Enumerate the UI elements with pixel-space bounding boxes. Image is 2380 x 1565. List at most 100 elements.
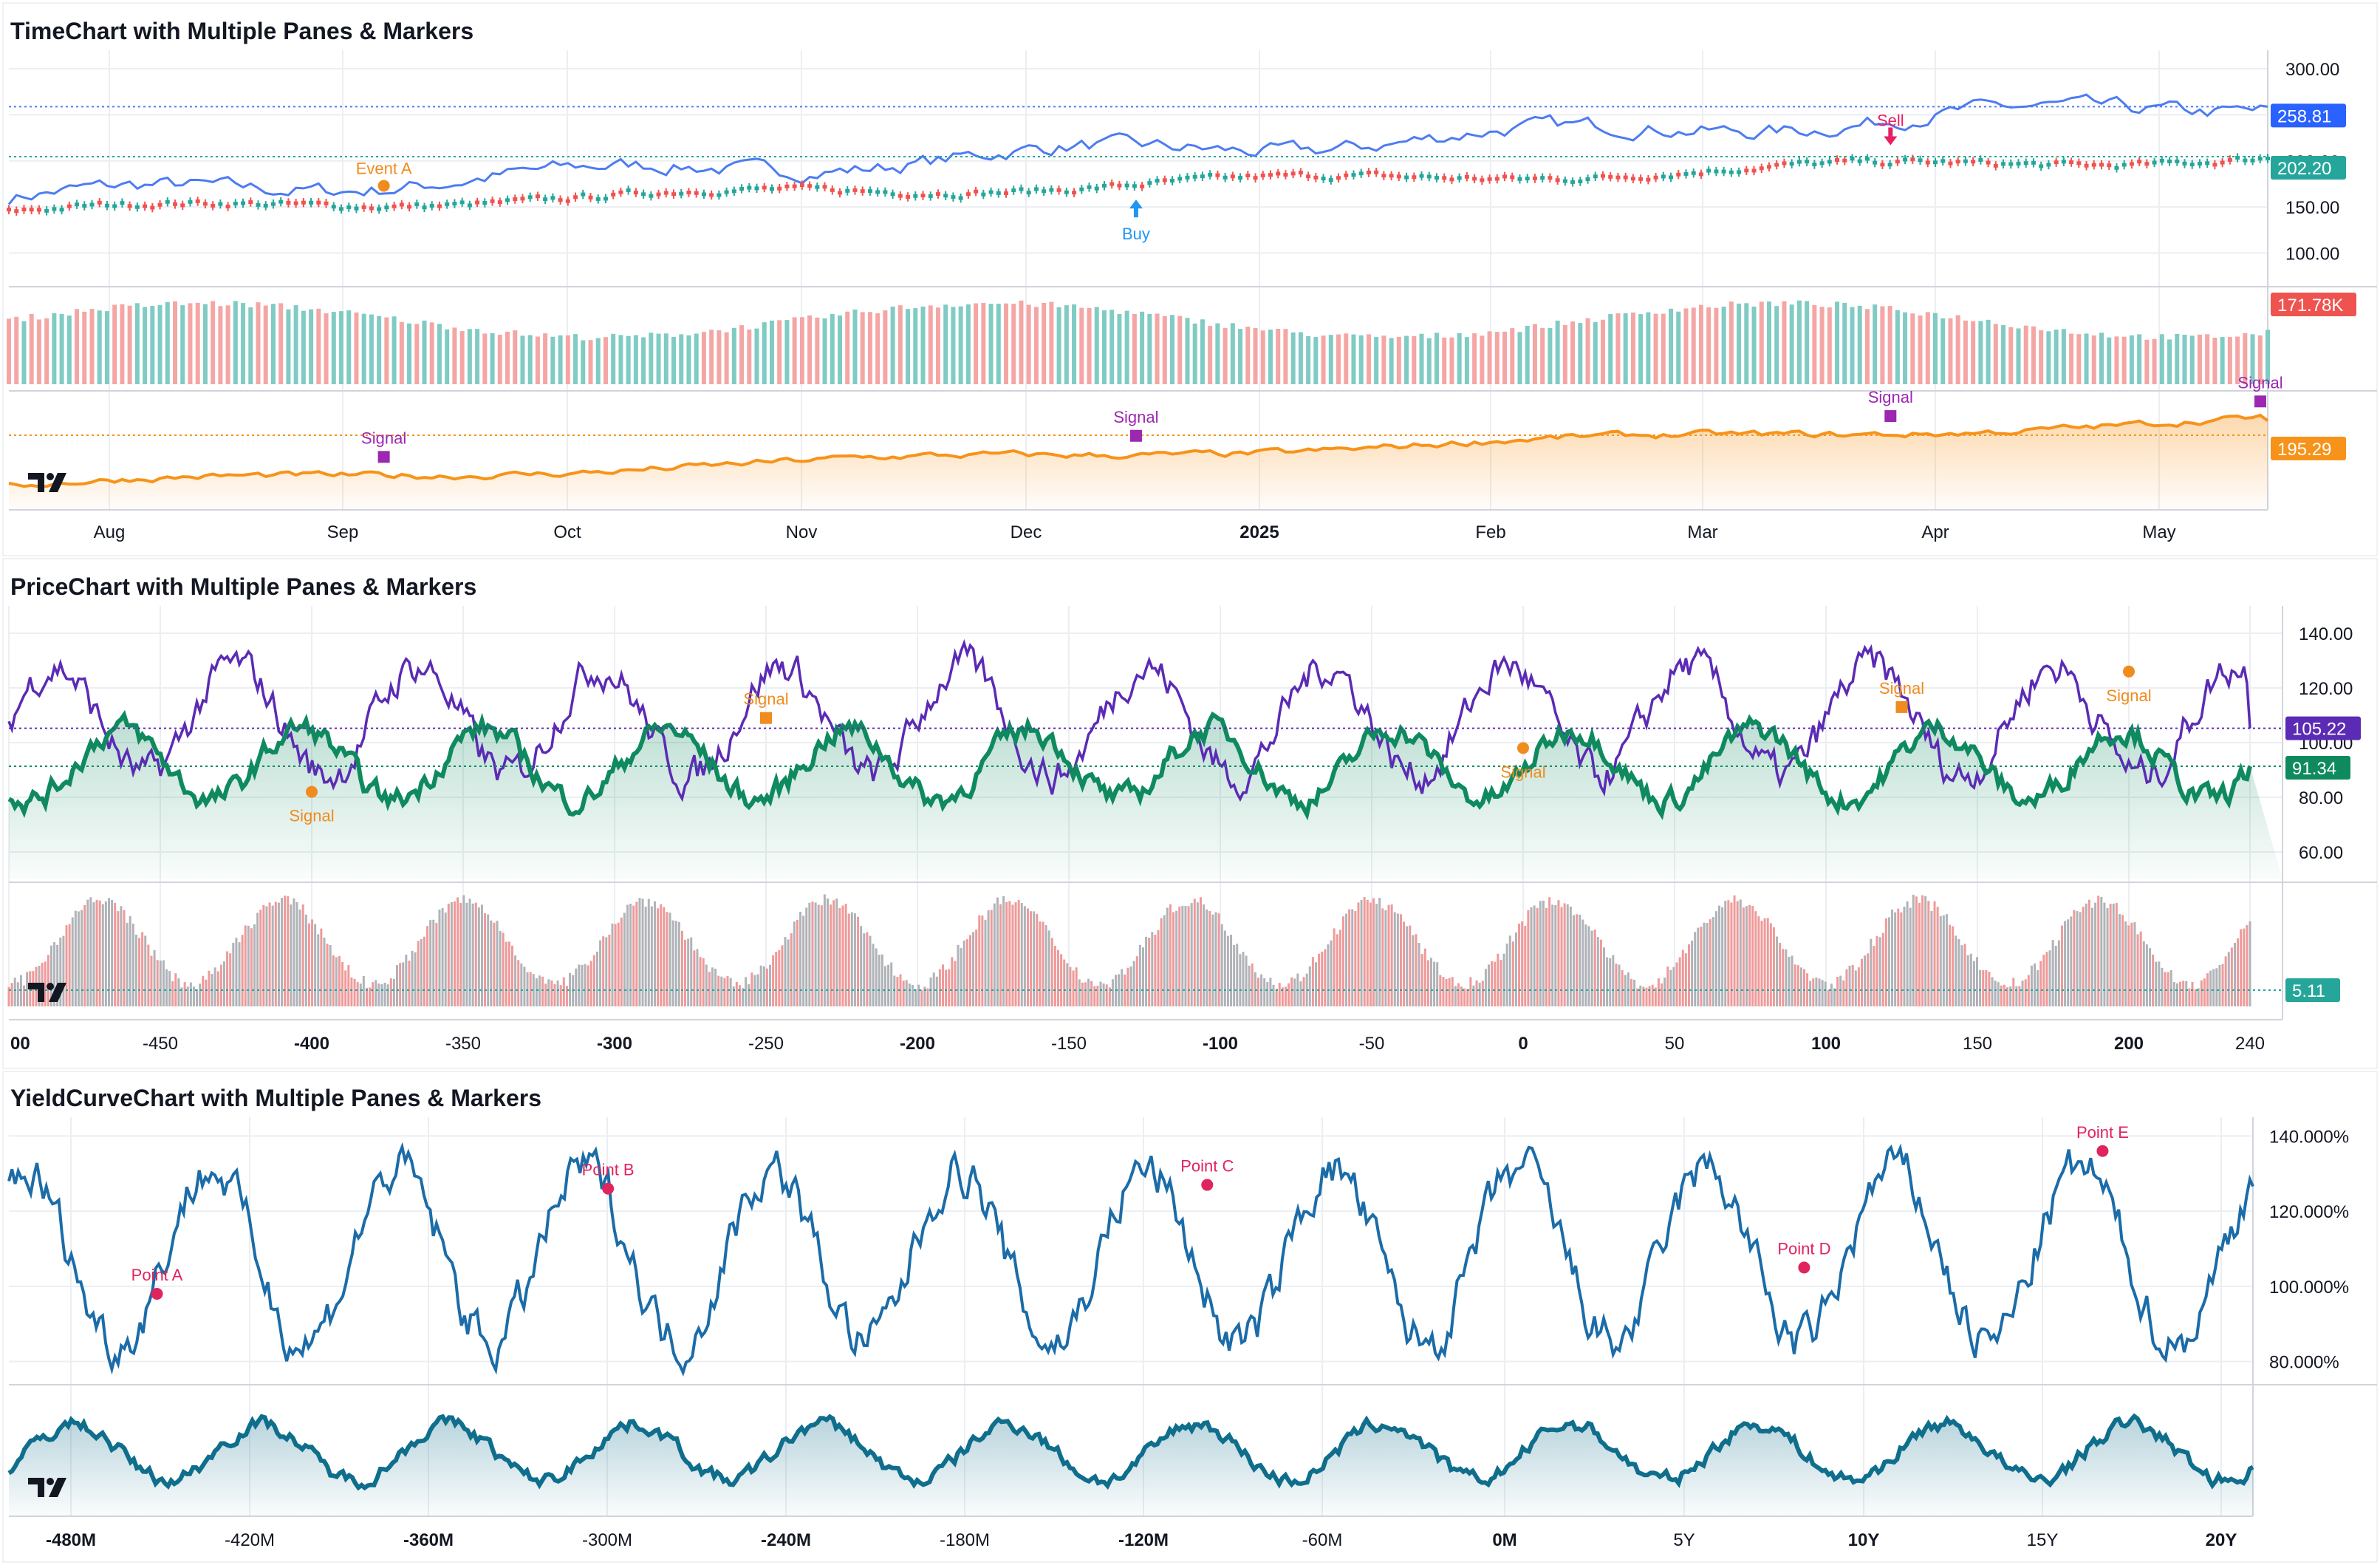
candle-body [270,202,276,206]
histogram-bar [2124,921,2127,1006]
histogram-bar [353,978,356,1006]
candle-body [7,208,11,212]
histogram-bar [1169,904,1172,1006]
histogram-bar [1969,953,1972,1006]
histogram-bar [1603,947,1606,1006]
histogram-bar [772,955,775,1006]
histogram-bar [996,897,999,1006]
volume-bar [565,335,570,384]
chart-frame [2,558,2378,1069]
histogram-bar [599,940,602,1006]
histogram-bar [1694,932,1697,1006]
histogram-bar [1318,953,1321,1006]
volume-bar [875,313,880,384]
volume-bar [1873,304,1878,384]
histogram-bar [362,975,365,1006]
volume-bar [2167,339,2172,384]
tradingview-logo-icon [28,983,66,1002]
histogram-bar [414,952,417,1006]
candle-body [1389,174,1394,178]
last-value-histogram-tag-label: 5.11 [2292,981,2325,1001]
histogram-bar [1985,969,1988,1006]
candle-body [731,189,736,194]
histogram-bar [144,935,147,1006]
marker-label: Point D [1777,1239,1830,1258]
volume-bar [437,324,442,384]
histogram-bar [123,910,126,1006]
histogram-bar [396,965,399,1006]
candle-body [150,205,155,210]
candle-body [1442,176,1447,180]
x-tick-label: -240M [761,1530,811,1550]
histogram-bar [2133,922,2136,1006]
volume-bar [573,334,578,384]
volume-bar [1661,313,1666,384]
candle-body [1019,187,1024,191]
candle-body [2076,161,2082,166]
volume-bar [218,306,223,384]
volume-bar [799,317,804,384]
candle-body [399,202,404,207]
marker-label: Signal [2237,373,2282,392]
volume-bar [286,309,291,384]
histogram-bar [1245,955,1248,1006]
histogram-bar [638,898,641,1006]
histogram-bar [168,971,171,1006]
histogram-bar [1511,941,1514,1006]
candle-body [1328,178,1333,183]
histogram-bar [205,979,208,1006]
candle-body [1033,187,1039,191]
volume-bar [935,307,940,384]
candle-body [641,192,646,197]
histogram-bar [847,913,850,1006]
x-tick-label: 0M [1492,1530,1516,1550]
histogram-bar [1354,911,1357,1006]
histogram-bar [1684,953,1687,1006]
histogram-bar [1321,951,1324,1006]
candle-body [2039,164,2044,168]
candle-body [520,197,525,201]
histogram-bar [520,963,523,1006]
volume-bar [2054,330,2059,384]
histogram-bar [1791,955,1793,1006]
histogram-bar [1263,978,1266,1006]
volume-bar [1208,326,1213,384]
volume-bar [1049,301,1054,384]
histogram-bar [1891,909,1894,1006]
histogram-bar [380,984,383,1006]
volume-bar [897,305,903,384]
histogram-bar [2197,988,2200,1006]
histogram-bar [1878,937,1881,1006]
logo-part [49,473,66,492]
candle-body [1873,160,1878,165]
volume-bar [588,340,593,384]
marker-label: Signal [2106,686,2151,705]
histogram-bar [1299,981,1302,1006]
histogram-bar [1348,909,1351,1006]
histogram-bar [1785,949,1788,1006]
series-line-blue [7,93,2268,205]
candle-body [2084,163,2089,168]
histogram-bar [2045,952,2048,1006]
volume-bar [731,327,736,384]
logo-part [47,1478,54,1485]
histogram-bar [844,904,847,1006]
volume-bar [2189,335,2195,384]
histogram-bar [244,925,247,1006]
histogram-bar [1426,960,1429,1006]
histogram-bar [929,977,932,1006]
histogram-bar [1491,961,1494,1006]
volume-bar [467,329,472,384]
histogram-bar [493,922,496,1006]
candle-body [769,187,774,191]
histogram-bar [575,968,578,1006]
candle-body [331,205,336,209]
marker-event-a [377,180,390,192]
volume-bar [1653,313,1658,384]
volume-bar [2159,334,2164,384]
histogram-bar [484,913,487,1006]
histogram-bar [732,986,735,1006]
volume-bar [1517,332,1522,384]
histogram-bar [462,895,465,1006]
candle-body [1578,179,1583,183]
